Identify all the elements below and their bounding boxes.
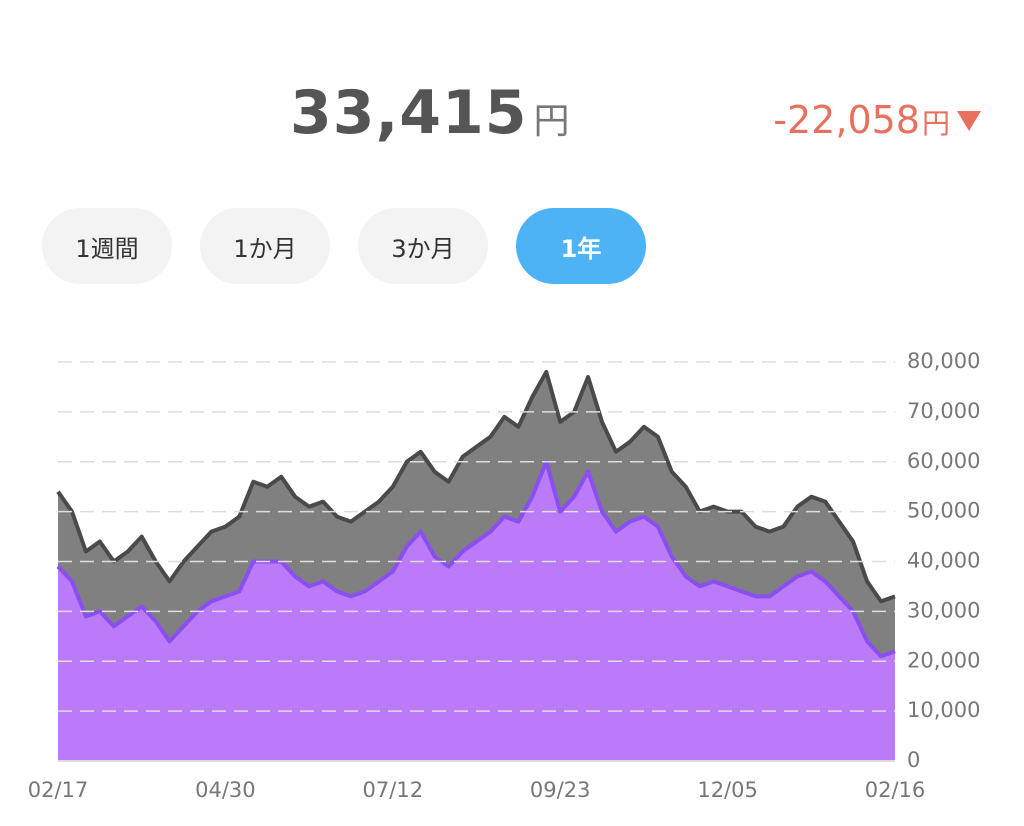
amount: 33,415 円 (290, 78, 571, 148)
period-tab[interactable]: 3か月 (358, 208, 488, 284)
x-tick-label: 02/16 (865, 778, 926, 802)
area-line (56, 370, 896, 604)
down-arrow (957, 111, 981, 131)
y-tick-label: 50,000 (907, 499, 980, 523)
change-unit: 円 (921, 107, 950, 140)
x-tick-label: 04/30 (195, 778, 256, 802)
x-tick-label: 07/12 (363, 778, 424, 802)
period-tab[interactable]: 1か月 (200, 208, 330, 284)
period-tabs: 1週間 1か月 3か月 1年 (42, 208, 646, 284)
y-tick-label: 10,000 (907, 698, 980, 722)
x-tick-label: 12/05 (697, 778, 758, 802)
y-tick-label: 20,000 (907, 648, 980, 672)
chart: 0 10,000 20,000 30,000 40,000 50,000 60,000 70,… (28, 349, 981, 802)
change: -22,058 円 (773, 98, 982, 142)
y-tick-label: 30,000 (907, 598, 980, 622)
period-tab[interactable]: 1週間 (42, 208, 172, 284)
change-value: -22,058 (773, 98, 920, 142)
y-tick-label: 60,000 (907, 449, 980, 473)
x-tick-label: 02/17 (28, 778, 89, 802)
amount-value: 33,415 (290, 78, 528, 148)
y-tick-label: 80,000 (907, 349, 980, 373)
y-tick-label: 0 (907, 748, 920, 772)
period-tab[interactable]: 1年 (516, 208, 646, 284)
amount-unit: 円 (533, 101, 571, 142)
y-tick-label: 40,000 (907, 549, 980, 573)
x-tick-label: 09/23 (530, 778, 591, 802)
y-tick-label: 70,000 (907, 399, 980, 423)
